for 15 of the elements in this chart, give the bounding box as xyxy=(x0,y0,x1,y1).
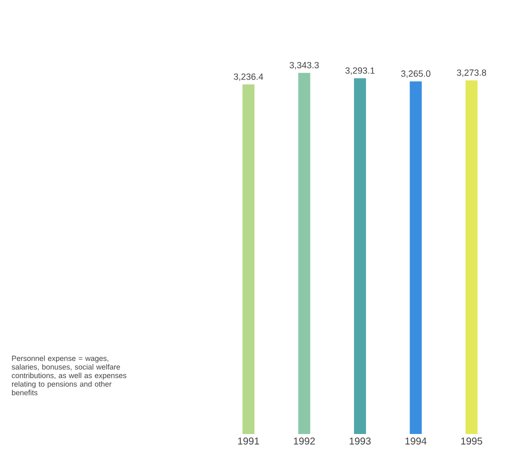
data-label: 3,265.0 xyxy=(401,70,430,78)
x-tick-label: 1992 xyxy=(294,438,315,445)
data-label: 3,236.4 xyxy=(234,74,264,81)
data-label: 3,343.3 xyxy=(290,62,319,70)
bar xyxy=(354,78,366,434)
x-tick-label: 1994 xyxy=(405,438,427,445)
bar xyxy=(242,84,254,434)
bar xyxy=(410,81,422,434)
x-tick-label: 1991 xyxy=(238,438,260,445)
x-tick-label: 1995 xyxy=(461,438,482,445)
bar xyxy=(298,72,310,434)
data-label: 3,273.8 xyxy=(456,69,486,77)
data-label: 3,293.1 xyxy=(345,67,375,75)
bar xyxy=(466,80,478,434)
x-tick-label: 1993 xyxy=(350,438,371,445)
